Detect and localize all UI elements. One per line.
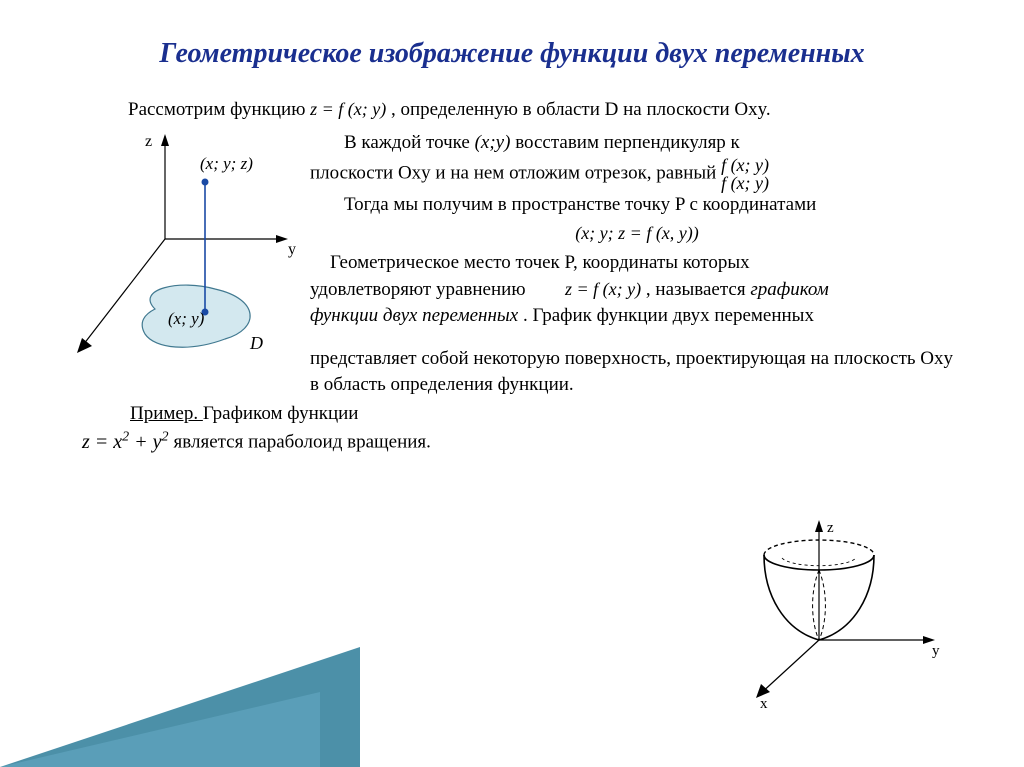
- diagram-xyz-axes: z y (x; y; z) (x; y) D: [60, 124, 300, 374]
- label-d: D: [249, 333, 263, 353]
- b1-l1-mid: (x;y): [475, 132, 511, 153]
- b1-l1-pre: В каждой точке: [344, 132, 475, 153]
- main-flow: z y (x; y; z) (x; y) D: [80, 124, 964, 457]
- b1-l2-f2: f (x; y): [721, 174, 769, 192]
- page-title: Геометрическое изображение функции двух …: [0, 0, 1024, 81]
- b2-l3-rest: . График функции двух переменных: [523, 305, 814, 326]
- example-formula-line: z = x2 + y2 является параболоид вращения…: [80, 427, 964, 456]
- b2-l2-em: графиком: [750, 279, 828, 300]
- intro-post: , определенную в области D на плоскости …: [391, 99, 771, 120]
- b1-l2-pre: плоскости Oxy и на нем отложим отрезок, …: [310, 163, 721, 184]
- axis-z-label: z: [145, 133, 152, 150]
- example-text1: Графиком функции: [203, 403, 359, 424]
- b2-l1: Геометрическое место точек P, координаты…: [330, 252, 750, 273]
- d2-axis-z: z: [827, 520, 834, 536]
- b2-l2-post: , называется: [646, 279, 750, 300]
- b1-l2-f1: f (x; y): [721, 156, 769, 174]
- decorative-corner: [0, 647, 360, 767]
- b2-l2-pre: удовлетворяют уравнению: [310, 279, 530, 300]
- tail1: представляет собой некоторую поверхность…: [310, 348, 953, 396]
- content-area: Рассмотрим функцию z = f (x; y) , опреде…: [0, 81, 1024, 457]
- point-xyz: [202, 178, 209, 185]
- intro-paragraph: Рассмотрим функцию z = f (x; y) , опреде…: [80, 97, 964, 124]
- b1-l3: Тогда мы получим в пространстве точку P …: [344, 194, 816, 215]
- label-xy: (x; y): [168, 309, 205, 328]
- ex-plus: + y: [129, 431, 161, 453]
- d2-axis-y: y: [932, 643, 940, 659]
- b2-l3-em: функции двух переменных: [310, 305, 523, 326]
- example-text2: является параболоид вращения.: [174, 432, 431, 453]
- axis-y-label: y: [288, 241, 296, 258]
- b2-l2-formula: z = f (x; y): [565, 279, 641, 299]
- example-block: Пример. Графиком функции: [80, 401, 964, 428]
- b1-l1-post: восставим перпендикуляр к: [515, 132, 740, 153]
- intro-formula: z = f (x; y): [310, 99, 386, 119]
- diagram-paraboloid: z y x: [664, 510, 944, 710]
- example-label: Пример.: [130, 403, 203, 424]
- ex-sup2: 2: [162, 429, 169, 444]
- intro-pre: Рассмотрим функцию: [128, 99, 310, 120]
- ex-f-z: z = x: [82, 431, 122, 453]
- d2-axis-x: x: [760, 696, 768, 710]
- label-xyz: (x; y; z): [200, 154, 253, 173]
